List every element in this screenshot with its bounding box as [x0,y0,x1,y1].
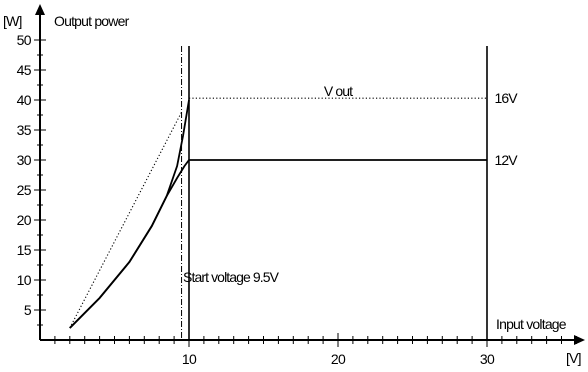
x-tick-label: 10 [182,351,197,367]
x-tick-label: 20 [331,351,346,367]
y-axis-title: Output power [54,13,130,29]
annotations: V out 16V 12V Start voltage 9.5V [183,83,519,285]
x-unit-label: [V] [566,350,581,366]
axes [35,4,585,345]
y-tick-label: 10 [17,272,32,288]
annotation-2: 12V [494,152,518,168]
y-unit-label: [W] [3,13,22,29]
y-tick-label: 35 [17,122,32,138]
plot-lines [69,46,488,340]
annotation-1: 16V [494,90,518,106]
y-tick-label: 25 [17,182,32,198]
y-tick-label: 5 [24,302,32,318]
y-tick-label: 15 [17,242,32,258]
annotation-0: V out [324,83,353,99]
y-tick-label: 20 [17,212,32,228]
annotation-3: Start voltage 9.5V [183,269,280,285]
x-axis-arrow-icon [574,335,585,345]
y-axis-arrow-icon [35,4,45,15]
tick-labels: 10 20 30 5 10 15 20 25 30 35 40 45 50 [17,32,496,367]
y-tick-label: 40 [17,92,32,108]
series-line-2 [69,159,487,329]
x-axis-title: Input voltage [496,316,567,332]
ticks [34,39,577,347]
series-line-3 [69,111,183,329]
y-tick-label: 30 [17,152,32,168]
y-tick-label: 45 [17,62,32,78]
y-tick-label: 50 [17,32,32,48]
x-tick-label: 30 [480,351,495,367]
